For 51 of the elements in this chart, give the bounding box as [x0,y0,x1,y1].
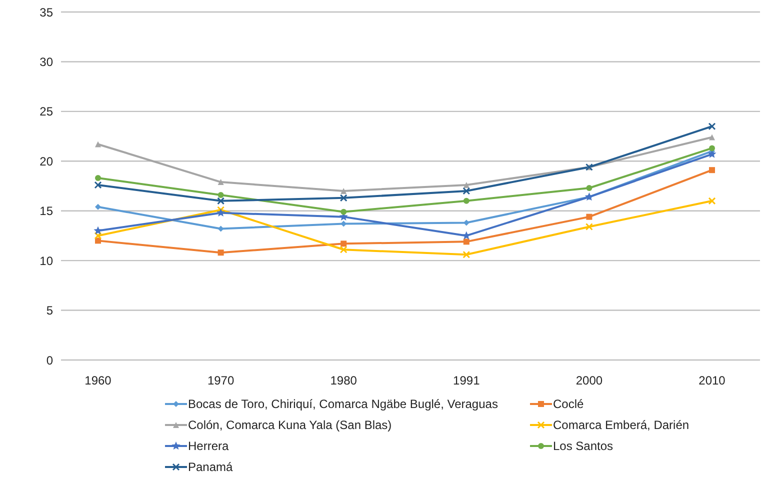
point [463,238,470,245]
x-tick-label: 1970 [207,374,234,388]
y-tick-label: 15 [40,204,54,218]
point [340,208,347,215]
point [585,223,593,231]
legend-label: Panamá [188,460,233,474]
point [462,250,470,258]
point [340,240,347,247]
y-tick-label: 0 [46,353,54,368]
x-tick-label: 1960 [84,374,112,388]
point [95,204,101,210]
x-tick-label: 1980 [330,374,358,388]
point [217,206,225,214]
point [218,179,224,186]
y-tick-label: 5 [46,304,54,318]
legend-label: Bocas de Toro, Chiriquí, Comarca Ngäbe Buglé, Veraguas [188,397,498,411]
point [217,197,225,205]
point [95,175,101,182]
x-tick-label: 2010 [698,374,726,388]
legend-label: Coclé [553,397,584,411]
point [708,197,716,205]
point [94,181,102,189]
point [709,145,715,152]
y-tick-label: 25 [40,104,54,119]
point [340,246,348,254]
legend-label: Comarca Emberá, Darién [553,418,690,432]
point [95,141,101,148]
y-tick-label: 20 [40,154,54,168]
x-tick-label: 1991 [453,374,480,388]
point [463,198,470,204]
point [340,188,347,194]
point [94,232,102,240]
point [708,122,716,130]
point [463,182,470,188]
legend-label: Los Santos [553,439,614,453]
point [586,184,592,191]
point [709,134,715,140]
legend-label: Herrera [188,439,229,453]
point [340,194,348,202]
point [218,250,224,256]
point [218,192,224,198]
point [462,187,470,195]
y-tick-label: 30 [40,54,54,69]
point [216,208,226,216]
point [586,214,592,220]
y-tick-label: 10 [40,254,54,268]
legend-label: Colón, Comarca Kuna Yala (San Blas) [188,418,392,432]
point [94,226,102,234]
point [709,167,715,174]
x-tick-label: 2000 [576,374,603,388]
y-tick-label: 35 [40,5,54,20]
